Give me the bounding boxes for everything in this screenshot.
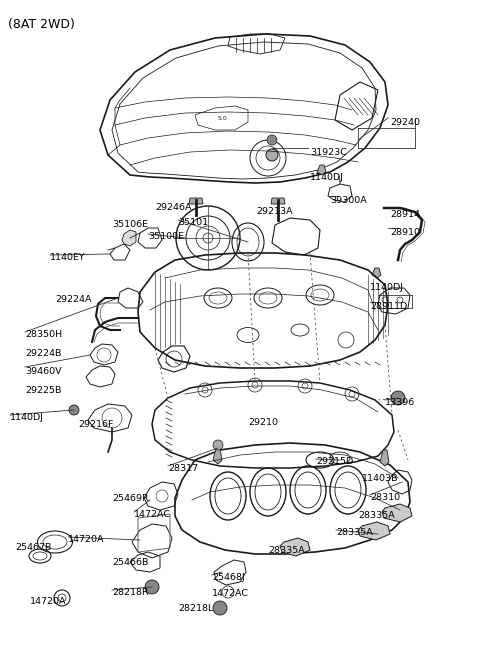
- Circle shape: [391, 391, 405, 405]
- Text: 14720A: 14720A: [68, 535, 105, 544]
- Text: (8AT 2WD): (8AT 2WD): [8, 18, 75, 31]
- Circle shape: [213, 440, 223, 450]
- Text: 39460V: 39460V: [25, 367, 61, 376]
- Circle shape: [145, 580, 159, 594]
- Text: 35100E: 35100E: [148, 232, 184, 241]
- Text: 25468J: 25468J: [212, 573, 245, 582]
- Text: 39300A: 39300A: [330, 196, 367, 205]
- Polygon shape: [382, 504, 412, 522]
- Text: 11403B: 11403B: [362, 474, 398, 483]
- Circle shape: [213, 601, 227, 615]
- Text: 29224B: 29224B: [25, 349, 61, 358]
- Text: 35101: 35101: [178, 218, 208, 227]
- Text: 25469R: 25469R: [112, 494, 149, 503]
- Text: 28317: 28317: [168, 464, 198, 473]
- Text: 1472AC: 1472AC: [134, 510, 171, 519]
- Circle shape: [69, 405, 79, 415]
- Text: 28310: 28310: [370, 493, 400, 502]
- Polygon shape: [280, 538, 310, 556]
- Text: 29240: 29240: [390, 118, 420, 127]
- Polygon shape: [358, 522, 390, 540]
- Text: 28335A: 28335A: [268, 546, 305, 555]
- Text: 1140DJ: 1140DJ: [370, 283, 404, 292]
- Text: 1140EY: 1140EY: [50, 253, 85, 262]
- Circle shape: [266, 149, 278, 161]
- Text: 25466B: 25466B: [112, 558, 148, 567]
- Text: 28350H: 28350H: [25, 330, 62, 339]
- Text: 1140DJ: 1140DJ: [10, 413, 44, 422]
- Text: 28911D: 28911D: [370, 302, 407, 311]
- Text: 29216F: 29216F: [78, 420, 113, 429]
- Text: 13396: 13396: [385, 398, 415, 407]
- Text: 31923C: 31923C: [310, 148, 347, 157]
- Text: 29225B: 29225B: [25, 386, 61, 395]
- Text: 29215D: 29215D: [316, 457, 353, 466]
- Text: 35106E: 35106E: [112, 220, 148, 229]
- Polygon shape: [271, 198, 285, 204]
- Text: 14720A: 14720A: [30, 597, 67, 606]
- Text: 1140DJ: 1140DJ: [310, 173, 344, 182]
- Text: 25467B: 25467B: [15, 543, 51, 552]
- Text: 28335A: 28335A: [358, 511, 395, 520]
- Polygon shape: [317, 165, 326, 175]
- Polygon shape: [380, 450, 389, 466]
- Text: 29246A: 29246A: [155, 203, 192, 212]
- Polygon shape: [122, 230, 136, 246]
- Text: 1472AC: 1472AC: [212, 589, 249, 598]
- Text: 29224A: 29224A: [55, 295, 92, 304]
- Text: 28910: 28910: [390, 228, 420, 237]
- Text: 28218R: 28218R: [112, 588, 149, 597]
- Circle shape: [267, 135, 277, 145]
- Polygon shape: [213, 448, 222, 464]
- Text: 28335A: 28335A: [336, 528, 373, 537]
- Text: 29210: 29210: [248, 418, 278, 427]
- Text: 28914: 28914: [390, 210, 420, 219]
- Polygon shape: [189, 198, 203, 204]
- Polygon shape: [372, 268, 381, 278]
- Text: 28218L: 28218L: [178, 604, 213, 613]
- Text: 29213A: 29213A: [256, 207, 293, 216]
- Text: 5.0: 5.0: [217, 115, 227, 121]
